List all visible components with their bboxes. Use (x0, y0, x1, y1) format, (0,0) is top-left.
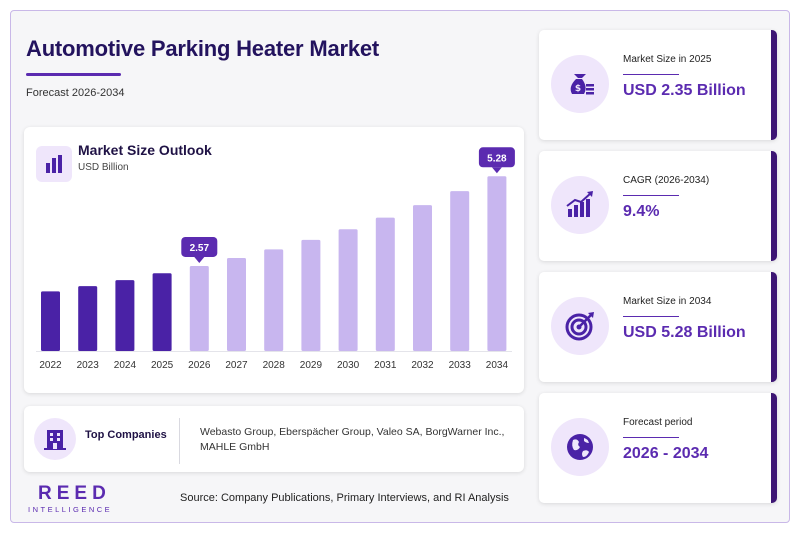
x-tick-label-2027: 2027 (225, 360, 248, 371)
bar-2022 (41, 291, 60, 351)
source-note: Source: Company Publications, Primary In… (180, 492, 509, 504)
stat-divider (623, 74, 679, 75)
page-title: Automotive Parking Heater Market (26, 36, 380, 61)
stat-label: CAGR (2026-2034) (623, 175, 710, 186)
callout-box (181, 236, 218, 257)
bar-chart-icon (36, 146, 72, 182)
top-companies-list: Webasto Group, Eberspächer Group, Valeo … (200, 426, 505, 453)
stat-divider (623, 437, 679, 438)
callout-pointer (491, 167, 502, 174)
stat-divider (623, 195, 679, 196)
title-underline (26, 73, 121, 76)
stat-card-forecast-period: Forecast period 2026 - 2034 (539, 393, 777, 503)
bar-2028 (264, 249, 284, 351)
stat-divider (623, 316, 679, 317)
bar-2031 (375, 217, 395, 351)
growth-chart-icon (551, 176, 609, 234)
bar-2027 (227, 258, 246, 351)
stat-card-market-size-2034: Market Size in 2034 USD 5.28 Billion (539, 272, 777, 382)
chart-title: Market Size Outlook (78, 142, 212, 158)
x-tick-label-2032: 2032 (411, 360, 434, 371)
bar-2030 (338, 229, 358, 351)
x-tick-label-2034: 2034 (486, 360, 509, 371)
svg-text:$: $ (575, 84, 581, 94)
callout-box (478, 147, 515, 168)
stat-value: 9.4% (623, 203, 660, 220)
x-tick-label-2022: 2022 (39, 360, 62, 371)
bar-2033 (450, 191, 470, 351)
building-icon (34, 418, 76, 460)
bar-2025 (152, 273, 172, 351)
divider (179, 418, 180, 464)
x-tick-label-2026: 2026 (188, 360, 211, 371)
top-companies-label: Top Companies (85, 429, 167, 441)
data-label-2026: 2.57 (190, 243, 210, 254)
bar-2029 (301, 239, 321, 351)
x-tick-label-2025: 2025 (151, 360, 174, 371)
callout-2034: 5.28 (478, 147, 515, 174)
stat-card-market-size-2025: $ Market Size in 2025 USD 2.35 Billion (539, 30, 777, 140)
page-subtitle: Forecast 2026-2034 (26, 87, 125, 99)
bar-2034 (487, 176, 507, 351)
stat-card-cagr: CAGR (2026-2034) 9.4% (539, 151, 777, 261)
x-tick-label-2031: 2031 (374, 360, 397, 371)
bar-2026 (189, 265, 209, 351)
callout-pointer (194, 256, 205, 263)
stat-label: Market Size in 2025 (623, 54, 712, 65)
x-tick-label-2030: 2030 (337, 360, 360, 371)
data-label-2034: 5.28 (487, 153, 507, 164)
stat-value: USD 2.35 Billion (623, 82, 746, 99)
stat-value: 2026 - 2034 (623, 445, 709, 462)
bar-2032 (413, 205, 432, 351)
target-icon (551, 297, 609, 355)
stat-label: Market Size in 2034 (623, 296, 712, 307)
callout-2026: 2.57 (181, 236, 218, 263)
bar-2023 (78, 286, 98, 351)
x-tick-label-2023: 2023 (77, 360, 100, 371)
x-tick-label-2029: 2029 (300, 360, 323, 371)
x-tick-label-2024: 2024 (114, 360, 137, 371)
top-companies-card (24, 406, 524, 472)
x-tick-label-2033: 2033 (449, 360, 472, 371)
logo-subtitle: INTELLIGENCE (28, 505, 113, 514)
stat-value: USD 5.28 Billion (623, 324, 746, 341)
x-tick-label-2028: 2028 (263, 360, 286, 371)
money-bag-icon: $ (551, 55, 609, 113)
market-size-bar-chart: 2022 2023 2024 2025 2026 2027 2028 2029 2030 2031… (36, 147, 515, 371)
globe-icon (551, 418, 609, 476)
bar-2024 (115, 280, 135, 351)
chart-unit: USD Billion (78, 162, 129, 173)
logo-wordmark: REED (38, 483, 111, 504)
stat-label: Forecast period (623, 417, 693, 428)
